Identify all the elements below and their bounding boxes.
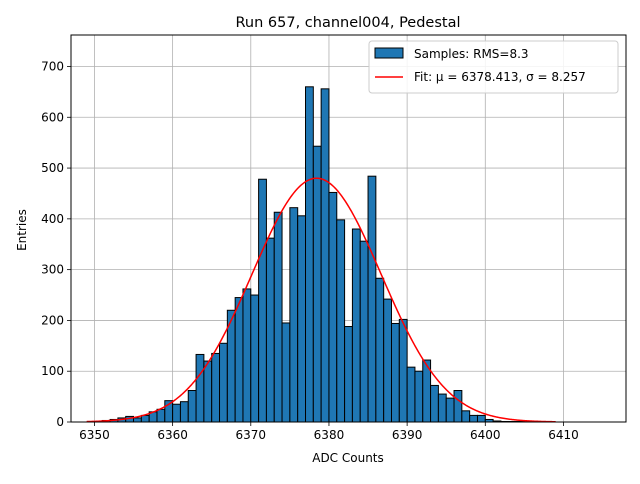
legend: Samples: RMS=8.3 Fit: μ = 6378.413, σ = …	[368, 40, 619, 94]
histogram-bar	[258, 178, 267, 423]
histogram-bar	[351, 228, 361, 423]
histogram-bar	[367, 175, 377, 423]
histogram-bar	[461, 410, 471, 423]
y-tick-label: 700	[41, 59, 64, 73]
y-tick-label: 300	[41, 263, 64, 277]
histogram-bar	[242, 288, 252, 423]
histogram-bar	[445, 397, 455, 423]
histogram-bar	[383, 298, 392, 423]
x-tick-label: 6390	[392, 428, 423, 442]
x-axis-label: ADC Counts	[312, 451, 384, 465]
histogram-bar	[336, 219, 346, 423]
histogram-bar	[297, 215, 307, 423]
histogram-bar	[250, 294, 260, 423]
histogram-bar	[359, 240, 369, 423]
legend-hist-label: Samples: RMS=8.3	[414, 47, 529, 61]
legend-box	[368, 40, 619, 94]
histogram-bar	[375, 277, 385, 423]
x-tick-label: 6370	[236, 428, 267, 442]
histogram-bar	[406, 366, 416, 423]
histogram-bar	[289, 207, 299, 423]
y-tick-label: 200	[41, 313, 64, 327]
histogram-bar	[430, 384, 439, 423]
histogram-bar	[390, 322, 400, 423]
histogram-bar	[398, 318, 408, 423]
histogram-bar	[437, 393, 447, 423]
chart-title: Run 657, channel004, Pedestal	[235, 15, 460, 31]
histogram-bar	[187, 390, 197, 423]
histogram-bar	[453, 390, 463, 423]
histogram-bar	[414, 370, 424, 423]
histogram-bar	[140, 414, 150, 423]
gaussian-fit-line	[86, 177, 556, 423]
histogram-bar	[312, 145, 322, 423]
y-tick-label: 400	[41, 212, 64, 226]
x-axis-ticks: 6350 6360 6370 6380 6390 6400 6410	[79, 422, 579, 442]
histogram-bar	[195, 353, 205, 423]
histogram-bar	[172, 403, 181, 423]
x-tick-label: 6350	[79, 428, 110, 442]
histogram-bar	[344, 326, 353, 423]
legend-fit-label: Fit: μ = 6378.413, σ = 8.257	[414, 70, 586, 84]
y-tick-label: 500	[41, 161, 64, 175]
histogram-bar	[234, 297, 244, 423]
histogram-bar	[265, 237, 275, 423]
y-tick-label: 100	[41, 364, 64, 378]
y-axis-ticks: 0 100 200 300 400 500 600 700	[41, 59, 71, 429]
x-tick-label: 6410	[548, 428, 579, 442]
x-tick-label: 6360	[157, 428, 188, 442]
x-tick-label: 6380	[314, 428, 345, 442]
histogram-bar	[476, 414, 486, 423]
histogram-bar	[328, 191, 338, 423]
plot-frame	[70, 34, 627, 423]
histogram-bar	[320, 88, 330, 423]
histogram-bar	[273, 211, 283, 423]
histogram-bar	[203, 360, 213, 423]
histogram-bar	[156, 408, 166, 423]
histogram-bar	[219, 342, 228, 423]
y-tick-label: 0	[56, 415, 64, 429]
x-tick-label: 6400	[470, 428, 501, 442]
y-tick-label: 600	[41, 110, 64, 124]
legend-hist-swatch	[374, 47, 404, 59]
histogram-bar	[281, 322, 291, 423]
y-axis-label: Entries	[15, 209, 29, 251]
histogram-bar	[211, 352, 221, 423]
histogram-bar	[305, 86, 314, 423]
histogram-bar	[133, 417, 142, 423]
histogram-bar	[469, 414, 478, 423]
histogram-bar	[179, 401, 189, 423]
